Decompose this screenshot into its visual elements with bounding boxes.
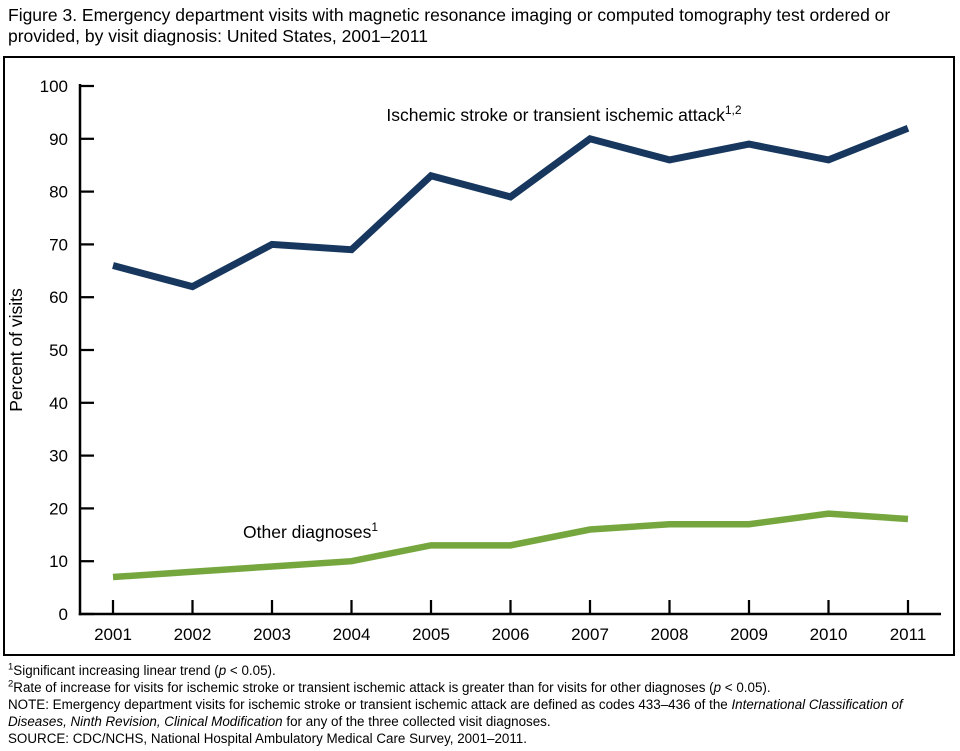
x-tick-label: 2002: [174, 625, 212, 644]
series-label-1: Other diagnoses1: [243, 520, 378, 542]
x-tick-label: 2010: [810, 625, 848, 644]
x-tick-label: 2005: [412, 625, 450, 644]
series-line-1: [112, 510, 909, 581]
line-chart: 0 10 20 30 40 50 60 70 80 90 100 2001 2002 2003 2004 20…: [3, 56, 955, 656]
footnote-2: 2Rate of increase for visits for ischemi…: [8, 678, 771, 695]
y-tick-label: 70: [49, 235, 68, 254]
chart-frame: [3, 56, 955, 656]
footnote-3: NOTE: Emergency department visits for is…: [8, 697, 903, 729]
x-tick-label: 2008: [651, 625, 689, 644]
x-tick-label: 2001: [94, 625, 132, 644]
x-tick-label: 2009: [730, 625, 768, 644]
footnote-4: SOURCE: CDC/NCHS, National Hospital Ambu…: [8, 731, 527, 746]
y-tick-label: 80: [49, 183, 68, 202]
y-tick-label: 10: [49, 552, 68, 571]
series-line-0: [112, 124, 910, 291]
y-tick-label: 100: [40, 77, 68, 96]
x-tick-label: 2011: [890, 625, 927, 644]
y-tick-label: 0: [59, 605, 68, 624]
x-tick-label: 2004: [333, 625, 371, 644]
y-tick-label: 20: [49, 499, 68, 518]
y-tick-label: 50: [49, 341, 68, 360]
x-tick-label: 2006: [492, 625, 530, 644]
x-tick-label: 2007: [571, 625, 609, 644]
series-label-0: Ischemic stroke or transient ischemic at…: [386, 103, 741, 125]
footnotes: 1Significant increasing linear trend (p …: [8, 662, 956, 747]
footnote-1: 1Significant increasing linear trend (p …: [8, 661, 276, 678]
y-tick-label: 40: [49, 394, 68, 413]
y-axis-title: Percent of visits: [6, 288, 26, 412]
y-tick-label: 90: [49, 130, 68, 149]
y-tick-label: 60: [49, 288, 68, 307]
figure-title: Figure 3. Emergency department visits wi…: [8, 5, 891, 46]
x-tick-label: 2003: [253, 625, 291, 644]
y-tick-label: 30: [49, 447, 68, 466]
